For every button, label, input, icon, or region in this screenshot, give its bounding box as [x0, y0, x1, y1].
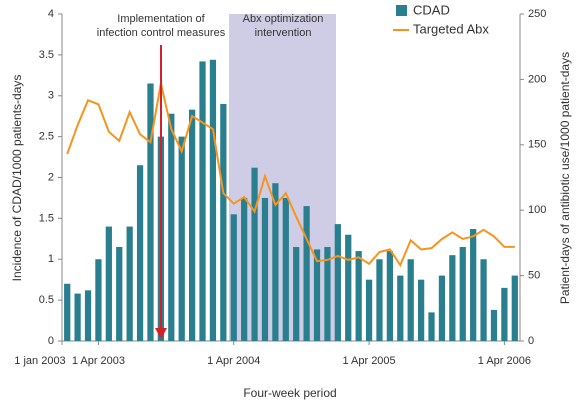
bar [345, 234, 352, 341]
bar [147, 83, 154, 342]
y-tick-label: 2.5 [39, 131, 54, 143]
bar [511, 275, 518, 341]
annotation: Implementation of [117, 13, 205, 25]
bar [293, 246, 300, 341]
bar [313, 249, 321, 341]
legend-label: CDAD [413, 2, 450, 17]
bar [449, 255, 456, 341]
y2-tick-label: 0 [528, 335, 534, 347]
bar [397, 275, 404, 341]
x-tick-label: 1 Apr 2003 [72, 355, 125, 367]
bar [178, 136, 185, 341]
annotation: Abx optimization [243, 13, 324, 25]
y2-tick-label: 150 [528, 139, 546, 151]
y-tick-label: 3 [48, 90, 54, 102]
bar [376, 259, 383, 341]
bar [95, 259, 102, 341]
y2-tick-label: 200 [528, 73, 546, 85]
bar [209, 59, 217, 341]
bar [105, 226, 112, 341]
bar [459, 246, 466, 341]
bar [480, 259, 487, 341]
bar [116, 246, 123, 341]
y-tick-label: 0.5 [39, 294, 54, 306]
y-tick-label: 0 [48, 335, 54, 347]
annotation: intervention [255, 27, 312, 39]
y-tick-label: 2 [48, 171, 54, 183]
y-axis-title: Incidence of CDAD/1000 patients-days [10, 75, 24, 282]
bar [324, 246, 331, 341]
bar [407, 259, 414, 341]
y-tick-label: 4 [48, 8, 54, 20]
bar [272, 183, 279, 341]
bar [490, 309, 498, 341]
bar [303, 206, 310, 341]
arrow-head [155, 328, 167, 339]
y2-tick-label: 250 [528, 8, 546, 20]
bar [126, 226, 133, 341]
bar [168, 113, 175, 341]
y2-tick-label: 100 [528, 204, 546, 216]
bar [136, 165, 144, 341]
x-tick-label: 1 Apr 2005 [342, 355, 395, 367]
bar [334, 224, 341, 341]
y2-tick-label: 50 [528, 270, 540, 282]
bar [251, 167, 258, 341]
y-tick-label: 1.5 [39, 212, 54, 224]
bar [84, 290, 92, 341]
bar [417, 279, 425, 341]
bar [282, 197, 289, 341]
bar [188, 109, 196, 342]
bar [220, 103, 227, 341]
bar [386, 251, 394, 341]
bar [64, 283, 71, 341]
bar [230, 214, 237, 341]
bar [365, 279, 373, 341]
x-tick-label: 1 jan 2003 [14, 355, 65, 367]
bar [428, 312, 435, 341]
bar [241, 197, 248, 341]
bar [438, 275, 446, 341]
legend-swatch [396, 5, 407, 16]
bar [470, 229, 477, 341]
annotation: infection control measures [97, 27, 226, 39]
bar [74, 293, 81, 341]
y-tick-label: 3.5 [39, 49, 54, 61]
x-axis-title: Four-week period [243, 386, 336, 400]
bar [355, 251, 362, 341]
bar [199, 61, 206, 341]
line [66, 83, 515, 268]
y-tick-label: 1 [48, 253, 54, 265]
legend-label: Targeted Abx [413, 21, 489, 36]
y2-axis-title: Patient-days of antibiotic use/1000 pati… [558, 52, 572, 304]
bar [261, 197, 269, 341]
bar [501, 287, 508, 341]
x-tick-label: 1 Apr 2006 [478, 355, 531, 367]
x-tick-label: 1 Apr 2004 [207, 355, 260, 367]
